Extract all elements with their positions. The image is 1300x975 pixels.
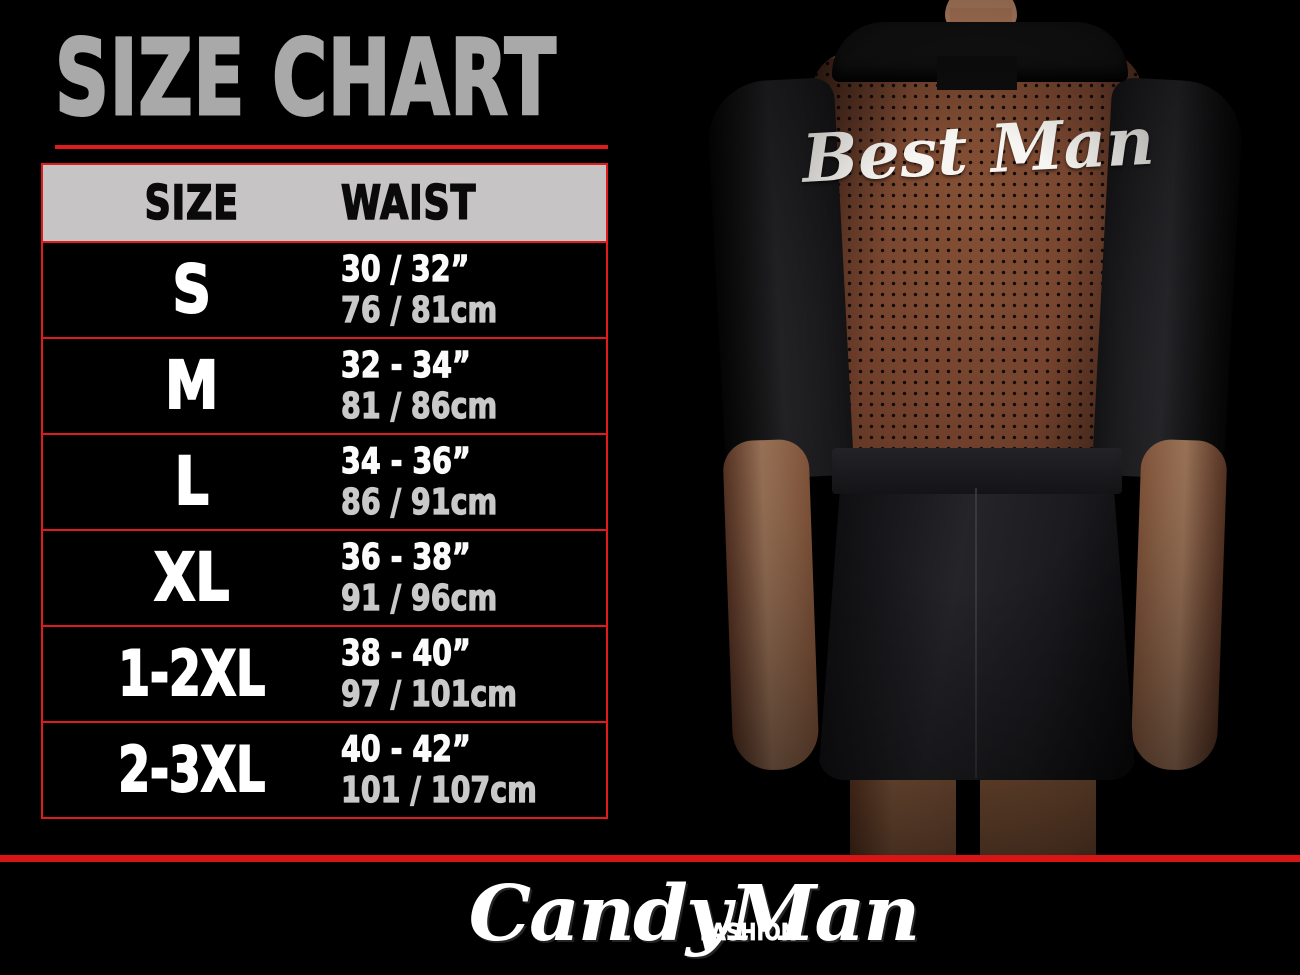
- cell-size: L: [42, 434, 341, 530]
- column-header-waist: WAIST: [340, 164, 607, 242]
- waist-inches: 36 - 38”: [340, 536, 471, 578]
- size-value: XL: [153, 539, 230, 616]
- waist-inches: 40 - 42”: [340, 728, 471, 770]
- size-value: 1-2XL: [117, 637, 266, 710]
- size-chart-table: SIZE WAIST S 30 / 32” 76 / 81cm M: [41, 163, 608, 819]
- cell-size: 2-3XL: [42, 722, 341, 818]
- size-chart-panel: SIZE CHART SIZE WAIST S 30 / 32” 76 / 81…: [0, 0, 650, 860]
- cell-waist: 36 - 38” 91 / 96cm: [340, 530, 607, 626]
- waist-inches: 38 - 40”: [340, 632, 471, 674]
- brand-logo: CandyMan: [0, 862, 1300, 975]
- cell-waist: 32 - 34” 81 / 86cm: [340, 338, 607, 434]
- waist-centimeters: 97 / 101cm: [340, 673, 517, 715]
- table-header-row: SIZE WAIST: [42, 164, 607, 242]
- title-underline: [55, 145, 608, 149]
- table-row: M 32 - 34” 81 / 86cm: [42, 338, 607, 434]
- cell-size: XL: [42, 530, 341, 626]
- size-value: L: [174, 443, 210, 520]
- garment-print-text: Best Man: [800, 101, 1157, 198]
- column-header-size: SIZE: [42, 164, 341, 242]
- table-row: XL 36 - 38” 91 / 96cm: [42, 530, 607, 626]
- page-title: SIZE CHART: [54, 17, 557, 139]
- cell-waist: 38 - 40” 97 / 101cm: [340, 626, 607, 722]
- cell-size: S: [42, 242, 341, 338]
- table-row: 1-2XL 38 - 40” 97 / 101cm: [42, 626, 607, 722]
- table-row: L 34 - 36” 86 / 91cm: [42, 434, 607, 530]
- cell-size: 1-2XL: [42, 626, 341, 722]
- size-value: 2-3XL: [117, 733, 266, 806]
- model-arm-left: [722, 438, 820, 772]
- garment-waistband: [832, 448, 1122, 494]
- model-leg-right: [980, 770, 1096, 860]
- waist-centimeters: 91 / 96cm: [340, 577, 497, 619]
- garment-skirt: [818, 486, 1136, 780]
- garment-collar-notch: [937, 56, 1017, 90]
- table-row: S 30 / 32” 76 / 81cm: [42, 242, 607, 338]
- column-header-size-label: SIZE: [144, 175, 239, 231]
- waist-centimeters: 101 / 107cm: [340, 769, 537, 811]
- cell-waist: 34 - 36” 86 / 91cm: [340, 434, 607, 530]
- garment-skirt-seam: [975, 488, 977, 778]
- brand-tagline: FASHION: [700, 920, 798, 946]
- waist-centimeters: 81 / 86cm: [340, 385, 497, 427]
- size-value: M: [164, 347, 219, 424]
- waist-centimeters: 86 / 91cm: [340, 481, 497, 523]
- model-arm-right: [1130, 438, 1228, 772]
- footer-divider: [0, 855, 1300, 862]
- brand-name: CandyMan: [468, 869, 921, 959]
- footer-bar: CandyMan: [0, 862, 1300, 975]
- column-header-waist-label: WAIST: [340, 175, 476, 231]
- table-row: 2-3XL 40 - 42” 101 / 107cm: [42, 722, 607, 818]
- waist-inches: 34 - 36”: [340, 440, 471, 482]
- size-value: S: [172, 251, 212, 328]
- cell-waist: 30 / 32” 76 / 81cm: [340, 242, 607, 338]
- model-leg-left: [850, 770, 956, 860]
- waist-inches: 30 / 32”: [340, 248, 469, 290]
- cell-waist: 40 - 42” 101 / 107cm: [340, 722, 607, 818]
- waist-centimeters: 76 / 81cm: [340, 289, 497, 331]
- product-photo: Best Man: [650, 0, 1300, 860]
- cell-size: M: [42, 338, 341, 434]
- waist-inches: 32 - 34”: [340, 344, 471, 386]
